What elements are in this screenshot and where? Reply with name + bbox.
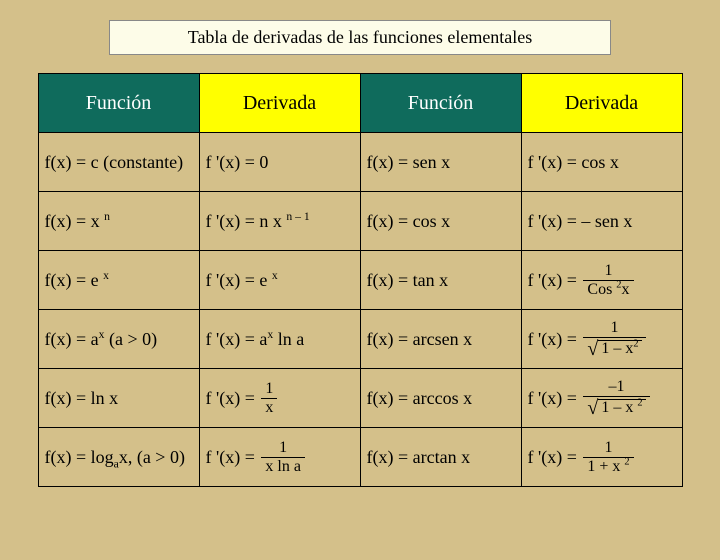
sqrt-icon: √ [587,398,598,418]
table-row: f(x) = logax, (a > 0) f '(x) = 1x ln a f… [38,428,682,487]
cell-f: f(x) = e x [45,270,109,291]
cell-d: f '(x) = cos x [528,152,619,173]
cell-f: f(x) = x n [45,211,110,232]
cell-d: f '(x) = – sen x [528,211,633,232]
table-row: f(x) = ax (a > 0) f '(x) = ax ln a f(x) … [38,310,682,369]
cell-f: f(x) = c (constante) [45,152,184,173]
cell-d: f '(x) = 1Cos 2x [528,263,634,298]
cell-f: f(x) = cos x [367,211,451,232]
cell-f: f(x) = arccos x [367,388,473,409]
cell-d: f '(x) = 1x [206,381,278,416]
cell-f: f(x) = ln x [45,388,119,409]
header-funcion-1: Función [38,74,199,133]
table-row: f(x) = ln x f '(x) = 1x f(x) = arccos x … [38,369,682,428]
cell-d: f '(x) = n x n – 1 [206,211,310,232]
cell-f: f(x) = arcsen x [367,329,473,350]
cell-f: f(x) = logax, (a > 0) [45,447,185,468]
header-derivada-1: Derivada [199,74,360,133]
cell-d: f '(x) = ax ln a [206,329,305,350]
cell-d: f '(x) = e x [206,270,278,291]
cell-d: f '(x) = 1√1 – x2 [528,320,646,359]
cell-d: f '(x) = –1√1 – x 2 [528,379,650,418]
derivatives-table: Función Derivada Función Derivada f(x) =… [38,73,683,487]
cell-d: f '(x) = 0 [206,152,269,173]
cell-f: f(x) = tan x [367,270,449,291]
cell-d: f '(x) = 1x ln a [206,440,305,475]
header-row: Función Derivada Función Derivada [38,74,682,133]
table-row: f(x) = c (constante) f '(x) = 0 f(x) = s… [38,133,682,192]
header-funcion-2: Función [360,74,521,133]
header-derivada-2: Derivada [521,74,682,133]
cell-f: f(x) = ax (a > 0) [45,329,158,350]
page-title: Tabla de derivadas de las funciones elem… [109,20,611,55]
table-row: f(x) = x n f '(x) = n x n – 1 f(x) = cos… [38,192,682,251]
cell-f: f(x) = arctan x [367,447,471,468]
cell-d: f '(x) = 11 + x 2 [528,440,634,475]
table-row: f(x) = e x f '(x) = e x f(x) = tan x f '… [38,251,682,310]
sqrt-icon: √ [587,339,598,359]
cell-f: f(x) = sen x [367,152,451,173]
